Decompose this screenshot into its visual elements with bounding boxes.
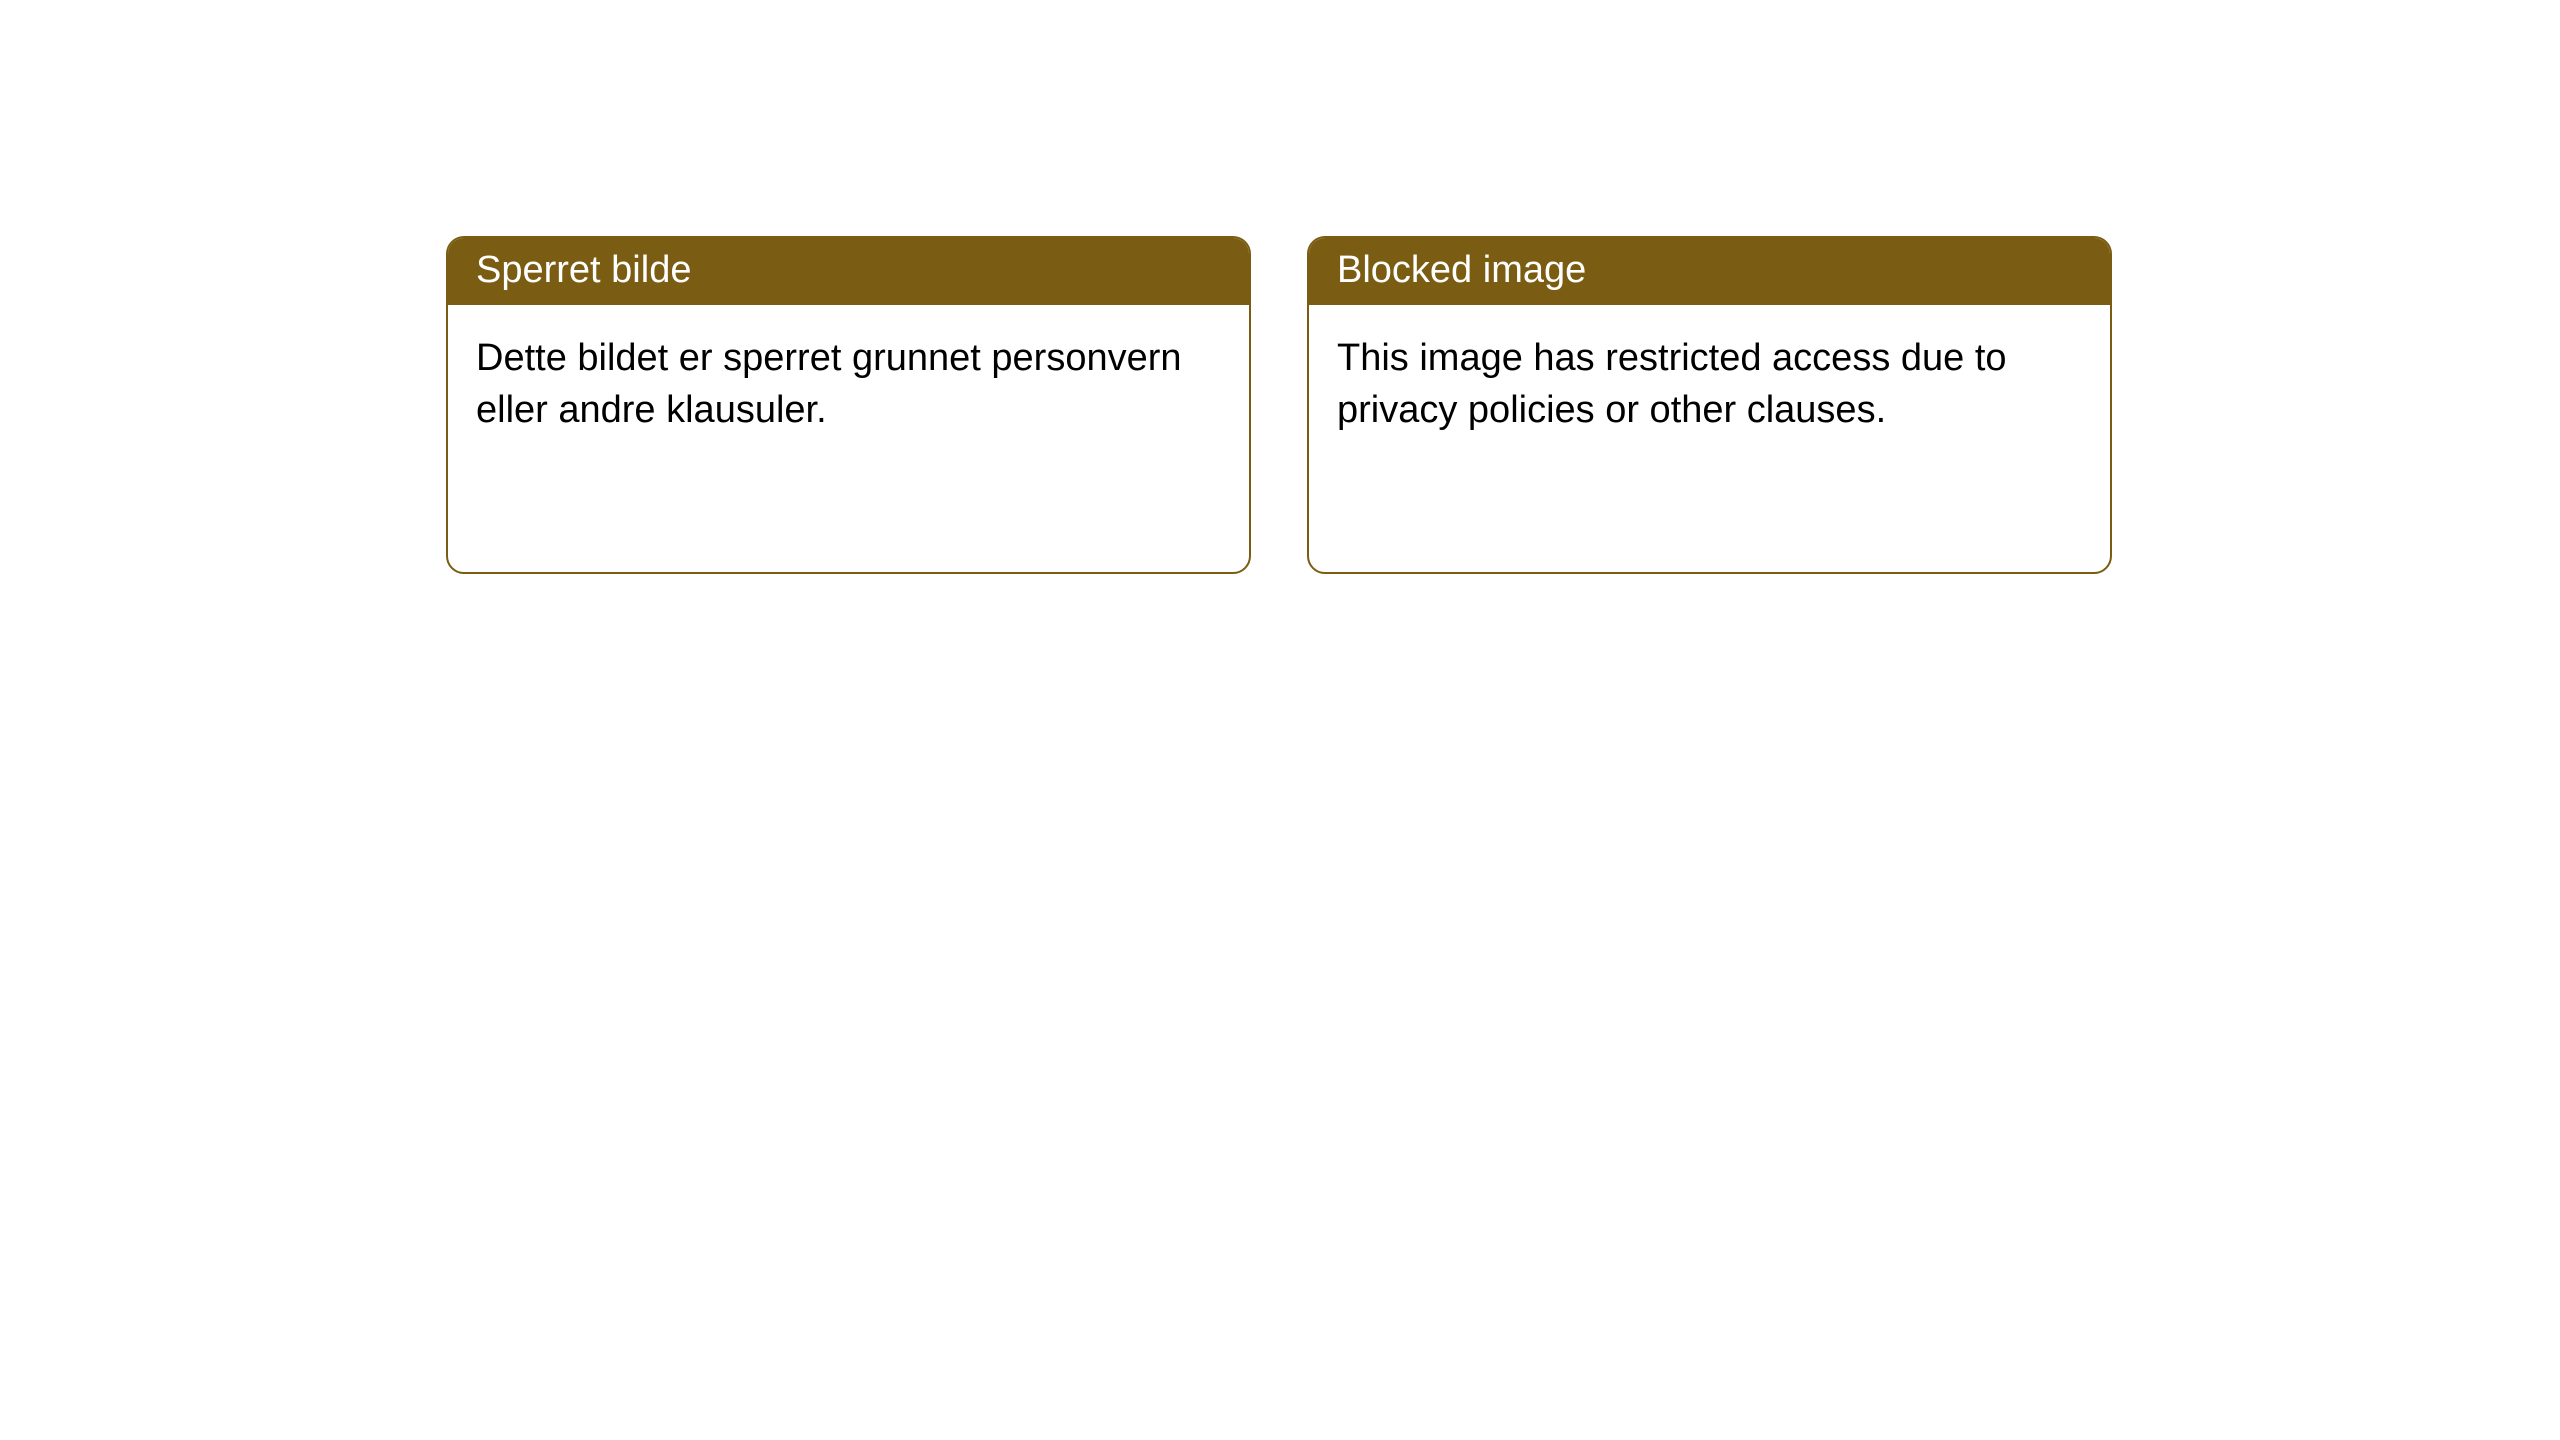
card-header: Blocked image — [1309, 238, 2110, 305]
card-body: Dette bildet er sperret grunnet personve… — [448, 305, 1249, 464]
card-message: This image has restricted access due to … — [1337, 337, 2007, 430]
card-message: Dette bildet er sperret grunnet personve… — [476, 337, 1182, 430]
card-title: Sperret bilde — [476, 249, 691, 291]
card-title: Blocked image — [1337, 249, 1586, 291]
blocked-image-card-english: Blocked image This image has restricted … — [1307, 236, 2112, 574]
card-body: This image has restricted access due to … — [1309, 305, 2110, 464]
blocked-image-card-norwegian: Sperret bilde Dette bildet er sperret gr… — [446, 236, 1251, 574]
notice-container: Sperret bilde Dette bildet er sperret gr… — [446, 236, 2112, 574]
card-header: Sperret bilde — [448, 238, 1249, 305]
